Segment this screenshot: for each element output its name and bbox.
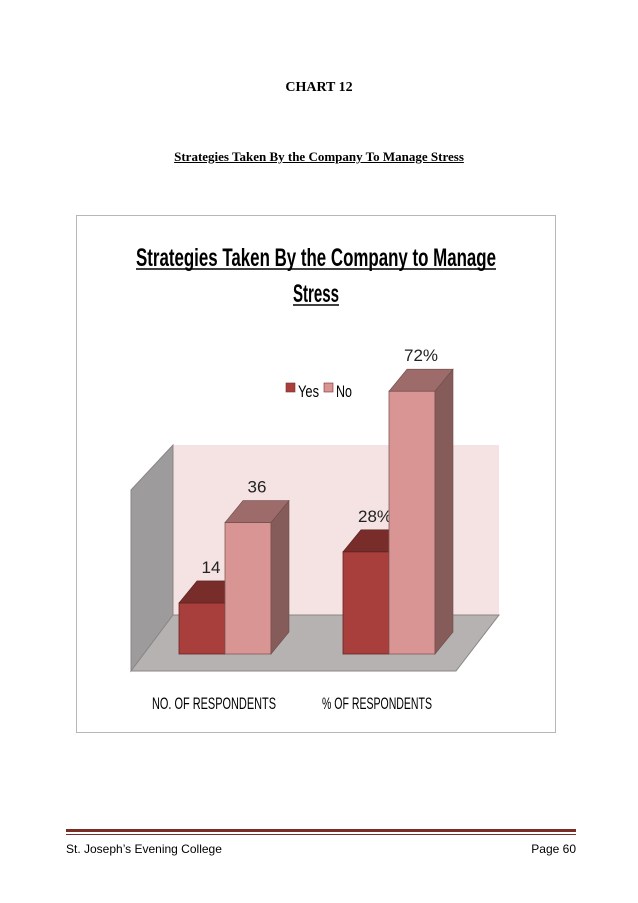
data-label: 72% xyxy=(404,346,438,365)
chart-svg: Strategies Taken By the Company to Manag… xyxy=(130,244,501,713)
chart-title-line1: Strategies Taken By the Company to Manag… xyxy=(136,244,496,272)
chart-legend: Yes No xyxy=(285,382,352,401)
chart-title-line2: Stress xyxy=(293,280,339,308)
bar-front xyxy=(224,522,272,655)
legend-label-no: No xyxy=(336,382,352,401)
footer-rule xyxy=(66,829,576,832)
category-label: % OF RESPONDENTS xyxy=(322,694,432,713)
document-subheading: Strategies Taken By the Company To Manag… xyxy=(174,149,464,164)
bar-no-count xyxy=(224,499,290,655)
bar-front xyxy=(178,602,226,655)
bar-front xyxy=(342,551,390,655)
footer-page-number: Page 60 xyxy=(531,842,576,856)
legend-swatch-yes xyxy=(285,382,296,393)
chart-bars: 14 36 28% 72% xyxy=(178,346,454,655)
footer-college-name: St. Joseph’s Evening College xyxy=(66,842,222,856)
bar-no-percent xyxy=(388,368,454,655)
bar-side xyxy=(434,368,454,655)
legend-swatch-no xyxy=(323,382,334,393)
category-label: NO. OF RESPONDENTS xyxy=(152,694,276,713)
document-heading: CHART 12 xyxy=(285,80,353,95)
data-label: 14 xyxy=(202,558,221,577)
bar-top xyxy=(388,368,454,392)
legend-label-yes: Yes xyxy=(298,382,319,401)
data-label: 28% xyxy=(358,507,392,526)
data-label: 36 xyxy=(248,478,267,497)
footer-rule-thin xyxy=(66,834,576,835)
bar-side xyxy=(270,499,290,655)
bar-front xyxy=(388,390,436,655)
bar-top xyxy=(224,500,290,523)
